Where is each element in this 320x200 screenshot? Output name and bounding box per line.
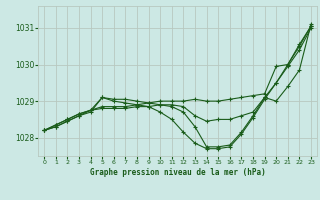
X-axis label: Graphe pression niveau de la mer (hPa): Graphe pression niveau de la mer (hPa) [90,168,266,177]
